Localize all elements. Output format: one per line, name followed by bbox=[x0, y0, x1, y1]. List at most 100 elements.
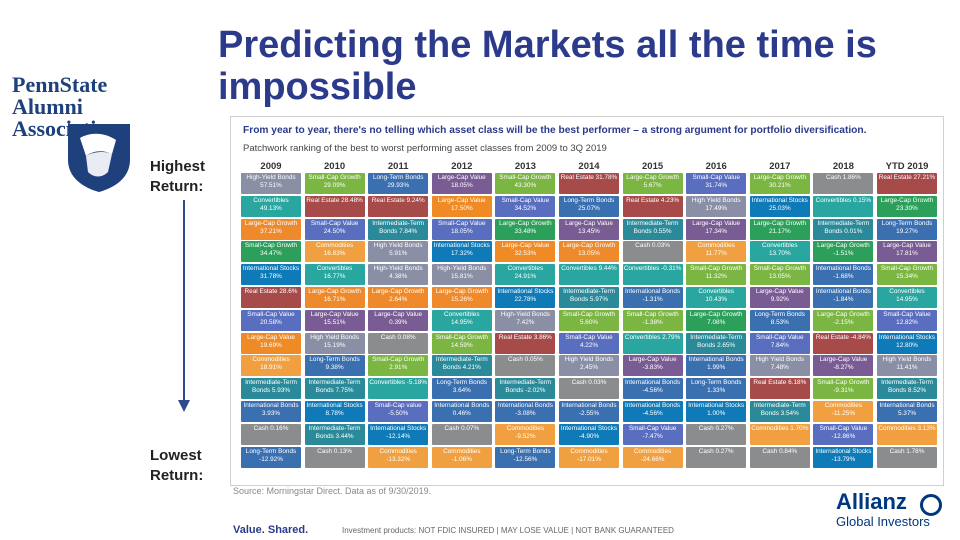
asset-class-cell: Cash 0.03% bbox=[622, 241, 683, 263]
asset-class-cell: Large-Cap Value -3.83% bbox=[622, 355, 683, 377]
asset-class-cell: Intermediate-Term Bonds 2.65% bbox=[686, 332, 747, 354]
asset-class-cell: Real Estate 6.18% bbox=[749, 378, 810, 400]
asset-class-cell: Commodities -24.66% bbox=[622, 446, 683, 468]
asset-class-cell: Long-Term Bonds 29.93% bbox=[368, 173, 429, 194]
asset-class-cell: Long-Term Bonds 1.33% bbox=[686, 378, 747, 400]
asset-class-cell: Large-Cap Growth 37.21% bbox=[241, 218, 301, 240]
asset-class-cell: Cash 0.13% bbox=[304, 446, 365, 468]
asset-class-cell: Real Estate 4.23% bbox=[622, 195, 683, 217]
asset-class-cell: Convertibles 14.95% bbox=[431, 309, 492, 331]
asset-class-cell: Cash 0.05% bbox=[495, 355, 556, 377]
asset-class-cell: Small-Cap Value 7.84% bbox=[749, 332, 810, 354]
lowest-return-label: Lowest Return: bbox=[150, 447, 204, 484]
asset-class-cell: Long-Term Bonds 19.27% bbox=[877, 218, 937, 240]
asset-class-cell: Large-Cap Value 13.45% bbox=[559, 218, 619, 240]
asset-class-cell: International Bonds 0.46% bbox=[431, 401, 492, 422]
allianz-logo-sub: Global Investors bbox=[836, 514, 930, 529]
year-header: 2010 bbox=[324, 161, 346, 172]
asset-class-cell: Large-Cap Value -8.27% bbox=[813, 355, 874, 377]
asset-class-cell: Large-Cap Growth 2.64% bbox=[368, 287, 429, 308]
asset-class-cell: International Stocks -12.14% bbox=[368, 423, 429, 445]
asset-class-cell: Real Estate 27.21% bbox=[877, 173, 937, 194]
asset-class-cell: Large-Cap Growth 7.08% bbox=[686, 309, 747, 331]
asset-class-cell: Large-Cap Value 15.51% bbox=[304, 309, 365, 331]
asset-class-cell: Small-Cap Growth 29.09% bbox=[304, 173, 365, 194]
asset-class-cell: High-Yield Bonds 57.51% bbox=[241, 173, 301, 194]
asset-class-cell: Large-Cap Value 19.69% bbox=[241, 332, 301, 354]
asset-class-cell: International Bonds 1.99% bbox=[686, 355, 747, 377]
asset-class-cell: Real Estate -4.84% bbox=[813, 332, 874, 354]
asset-class-cell: Small-Cap Growth 11.32% bbox=[686, 264, 747, 286]
asset-class-cell: Large-Cap Growth 15.26% bbox=[431, 287, 492, 308]
page-title: Predicting the Markets all the time is i… bbox=[218, 24, 877, 108]
asset-class-cell: Intermediate-Term Bonds 5.93% bbox=[241, 378, 301, 400]
asset-class-cell: High-Yield Bonds 7.42% bbox=[495, 309, 556, 331]
asset-class-cell: Long-Term Bonds 3.64% bbox=[431, 378, 492, 400]
asset-class-cell: Large-Cap Value 0.39% bbox=[368, 309, 429, 331]
chart-subtitle: Patchwork ranking of the best to worst p… bbox=[243, 143, 607, 154]
asset-class-cell: Cash 0.08% bbox=[368, 332, 429, 354]
down-arrow-icon bbox=[178, 200, 190, 412]
asset-class-cell: Long-Term Bonds 25.07% bbox=[559, 195, 619, 217]
asset-class-cell: Cash 1.86% bbox=[813, 173, 874, 194]
asset-class-cell: International Bonds -2.55% bbox=[559, 401, 619, 422]
asset-class-cell: Commodities 1.70% bbox=[749, 423, 810, 445]
year-header: 2012 bbox=[451, 161, 473, 172]
year-header: YTD 2019 bbox=[885, 161, 929, 172]
asset-class-cell: International Stocks -13.79% bbox=[813, 446, 874, 468]
asset-class-cell: High-Yield Bonds 4.38% bbox=[368, 264, 429, 286]
asset-class-cell: International Stocks -4.90% bbox=[559, 423, 619, 445]
asset-class-cell: Long-Term Bonds -12.92% bbox=[241, 446, 301, 468]
asset-class-cell: Small-Cap Growth 15.34% bbox=[877, 264, 937, 286]
asset-class-cell: Long-Term Bonds -12.56% bbox=[495, 446, 556, 468]
penn-state-logo: PennState Alumni Association bbox=[12, 74, 192, 140]
asset-class-cell: Intermediate-Term Bonds 4.21% bbox=[431, 355, 492, 377]
asset-class-cell: Real Estate 28.48% bbox=[304, 195, 365, 217]
nittany-lion-shield-icon bbox=[68, 124, 130, 192]
asset-class-cell: High Yield Bonds 7.48% bbox=[749, 355, 810, 377]
asset-class-patchwork-chart: From year to year, there's no telling wh… bbox=[230, 116, 944, 486]
asset-class-cell: Large-Cap Growth -2.15% bbox=[813, 309, 874, 331]
asset-class-cell: Small-Cap Growth 43.30% bbox=[495, 173, 556, 194]
value-shared-tagline: Value. Shared. bbox=[233, 524, 309, 536]
asset-class-cell: Cash 0.84% bbox=[749, 446, 810, 468]
asset-class-cell: Cash 0.03% bbox=[559, 378, 619, 400]
asset-class-cell: Large-Cap Value 17.34% bbox=[686, 218, 747, 240]
asset-class-cell: Convertibles 49.13% bbox=[241, 195, 301, 217]
asset-class-cell: International Stocks 31.78% bbox=[241, 264, 301, 286]
asset-class-cell: Cash 0.07% bbox=[431, 423, 492, 445]
asset-class-cell: International Bonds -1.84% bbox=[813, 287, 874, 308]
asset-class-cell: Convertibles 14.95% bbox=[877, 287, 937, 308]
asset-class-cell: Small-Cap Growth 13.05% bbox=[749, 264, 810, 286]
asset-class-cell: Small-Cap Growth -9.31% bbox=[813, 378, 874, 400]
chart-title: From year to year, there's no telling wh… bbox=[243, 125, 867, 136]
psu-logo-line1: PennState bbox=[12, 72, 108, 97]
asset-class-cell: International Bonds -1.68% bbox=[813, 264, 874, 286]
asset-class-cell: Commodities 11.77% bbox=[686, 241, 747, 263]
asset-class-cell: High Yield Bonds 5.91% bbox=[368, 241, 429, 263]
year-header: 2017 bbox=[769, 161, 791, 172]
asset-class-cell: Commodities -9.52% bbox=[495, 423, 556, 445]
asset-class-cell: Convertibles 0.15% bbox=[813, 195, 874, 217]
asset-class-cell: Commodities -11.25% bbox=[813, 401, 874, 422]
asset-class-cell: High Yield Bonds 2.45% bbox=[559, 355, 619, 377]
asset-class-cell: Large-Cap Growth 23.30% bbox=[877, 195, 937, 217]
asset-class-cell: Convertibles 16.77% bbox=[304, 264, 365, 286]
asset-class-cell: International Bonds -3.08% bbox=[495, 401, 556, 422]
asset-class-cell: Small-Cap Value -7.47% bbox=[622, 423, 683, 445]
asset-class-cell: Small-Cap Value 18.05% bbox=[431, 218, 492, 240]
asset-class-cell: International Bonds -1.31% bbox=[622, 287, 683, 308]
asset-class-cell: Large-Cap Growth 21.17% bbox=[749, 218, 810, 240]
asset-class-cell: High Yield Bonds 17.49% bbox=[686, 195, 747, 217]
year-header: 2018 bbox=[832, 161, 854, 172]
asset-class-cell: International Bonds 3.93% bbox=[241, 401, 301, 422]
asset-class-cell: Large-Cap Growth -1.51% bbox=[813, 241, 874, 263]
asset-class-cell: Intermediate-Term Bonds 7.84% bbox=[368, 218, 429, 240]
asset-class-cell: Convertibles 24.91% bbox=[495, 264, 556, 286]
year-header: 2013 bbox=[514, 161, 536, 172]
asset-class-cell: Large-Cap Growth 5.67% bbox=[622, 173, 683, 194]
asset-class-cell: Cash 0.27% bbox=[686, 446, 747, 468]
year-header: 2011 bbox=[387, 161, 409, 172]
asset-class-cell: Small-Cap Growth 5.60% bbox=[559, 309, 619, 331]
asset-class-cell: Real Estate 9.24% bbox=[368, 195, 429, 217]
